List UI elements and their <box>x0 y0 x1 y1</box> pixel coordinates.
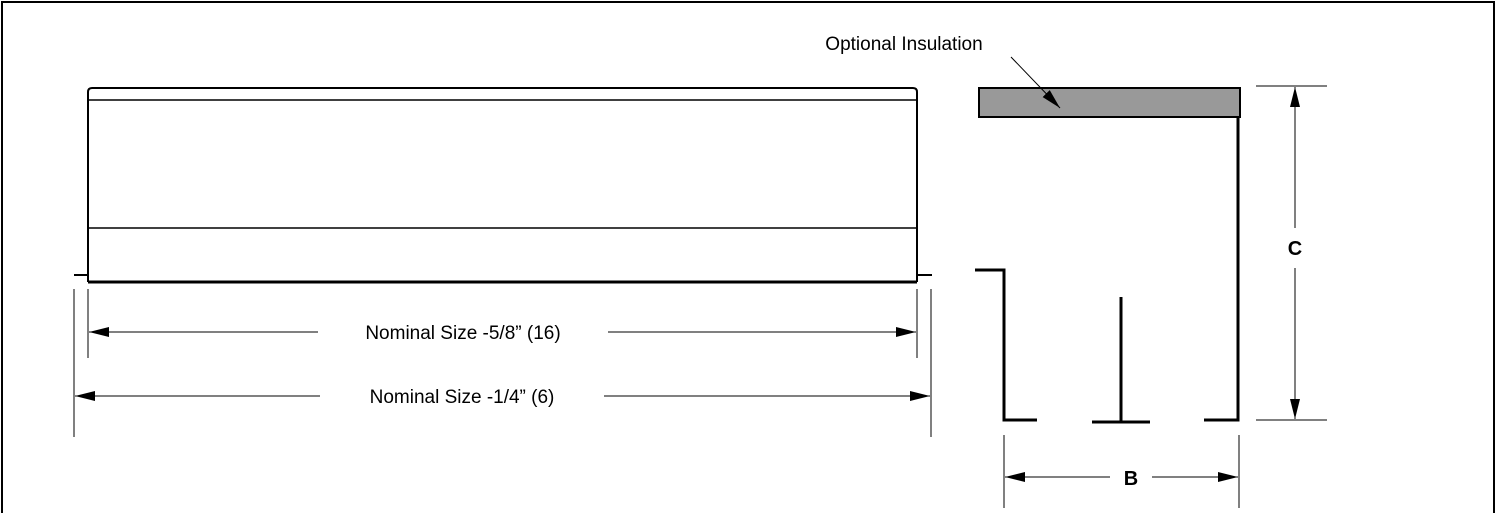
section-left-wall <box>975 268 1037 422</box>
insulation-label: Optional Insulation <box>825 34 982 55</box>
dim-outer-label: Nominal Size -1/4” (6) <box>370 387 555 408</box>
insulation-leader <box>1010 56 1061 109</box>
cross-section <box>975 87 1241 424</box>
insulation-block <box>978 87 1241 118</box>
front-elevation <box>74 87 932 284</box>
section-right-wall <box>1204 117 1240 422</box>
dim-inner-label: Nominal Size -5/8” (16) <box>365 323 560 344</box>
dim-b-label: B <box>1124 468 1138 490</box>
housing-outline <box>87 87 918 282</box>
dim-c-label: C <box>1288 238 1302 260</box>
